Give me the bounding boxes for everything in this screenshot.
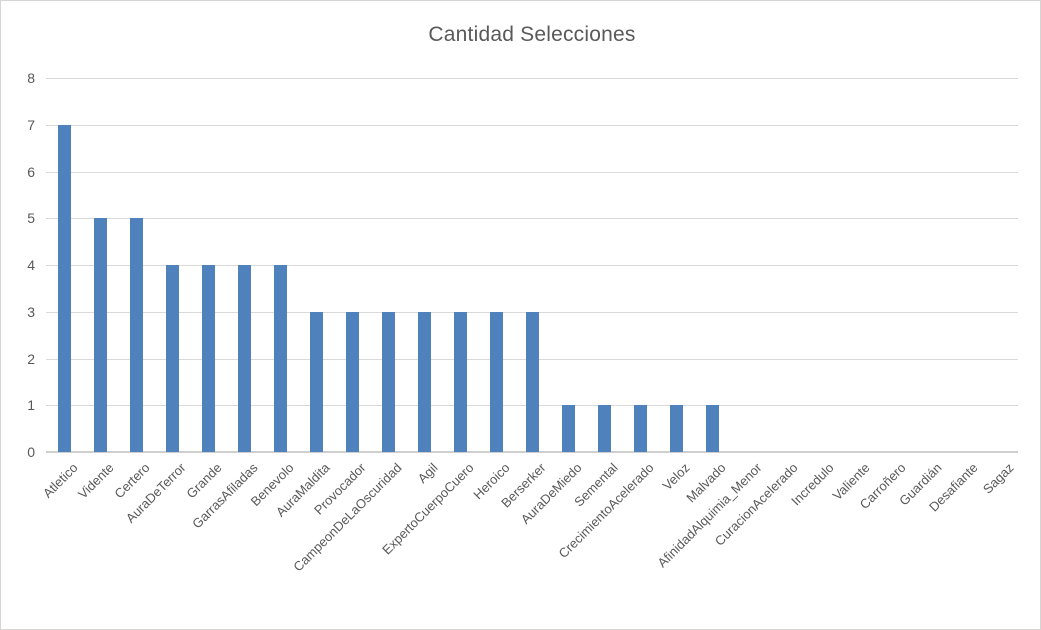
bar	[345, 311, 359, 452]
bar	[165, 265, 179, 452]
bar	[381, 311, 395, 452]
chart-title: Cantidad Selecciones	[428, 23, 636, 46]
bar	[237, 265, 251, 452]
y-tick-label: 8	[27, 70, 35, 86]
x-axis-line	[46, 451, 1018, 453]
gridline	[46, 218, 1018, 220]
bar	[129, 218, 143, 452]
gridline	[46, 78, 1018, 79]
bar	[93, 218, 107, 452]
y-tick-label: 4	[27, 257, 35, 273]
bar	[705, 405, 719, 452]
y-tick-label: 6	[27, 163, 35, 180]
y-tick-label: 3	[27, 303, 35, 320]
plot-area	[46, 78, 1018, 453]
gridline	[46, 124, 1018, 126]
y-tick-label: 0	[27, 444, 35, 460]
y-axis-labels: 0 1 2 3 4 5 6 7 8	[1, 1, 37, 629]
y-tick-label: 5	[27, 210, 35, 227]
y-tick-label: 7	[27, 116, 35, 133]
bar	[489, 311, 503, 452]
y-tick-label: 2	[27, 350, 35, 367]
gridline	[46, 171, 1018, 173]
bar	[417, 311, 431, 452]
bar	[597, 405, 611, 452]
bar	[273, 265, 287, 452]
bar	[561, 405, 575, 452]
bar	[633, 405, 647, 452]
bar	[453, 311, 467, 452]
gridline	[46, 265, 1018, 266]
bar	[57, 124, 71, 452]
bar	[669, 405, 683, 452]
bar	[309, 311, 323, 452]
bar	[201, 265, 215, 452]
y-tick-label: 1	[27, 397, 35, 414]
bar	[525, 311, 539, 452]
